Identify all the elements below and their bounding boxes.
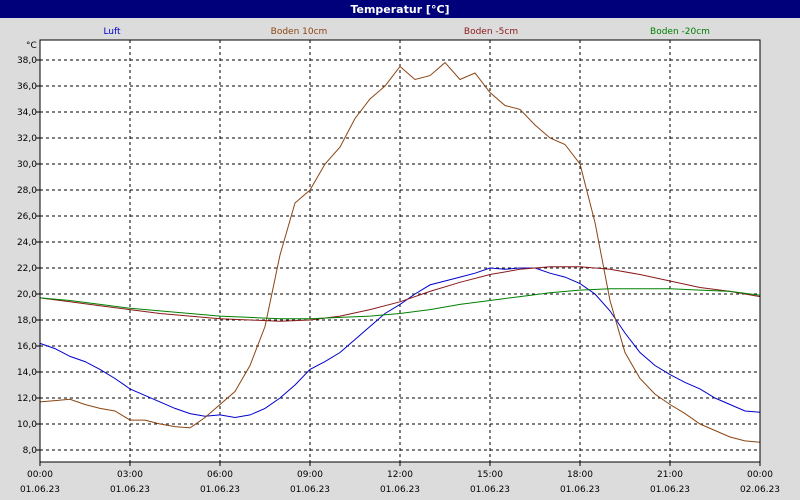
series-line-boden-10cm [39, 61, 761, 443]
y-tick-label: 20,0 [17, 290, 37, 300]
y-tick-label: 10,0 [17, 420, 37, 430]
x-tick-time-label: 00:00 [747, 470, 773, 480]
y-tick-label: 34,0 [17, 108, 37, 118]
legend-entry: Luft [103, 27, 121, 37]
window-title-bar: Temperatur [°C] [0, 0, 800, 18]
x-tick-time-label: 12:00 [387, 470, 413, 480]
x-tick-time-label: 03:00 [117, 470, 143, 480]
y-axis: 8,0 10,0 12,0 14,0 16,0 18,0 20,0 22,0 24,0 26,0 2… [17, 56, 40, 456]
x-tick-date-label: 01.06.23 [200, 485, 240, 495]
window-title: Temperatur [°C] [350, 2, 450, 16]
x-tick-time-label: 06:00 [207, 470, 233, 480]
legend: Luft Boden 10cm Boden -5cm Boden -20cm [103, 27, 710, 37]
y-tick-label: 8,0 [23, 446, 38, 456]
x-tick-time-label: 21:00 [657, 470, 683, 480]
y-tick-label: 14,0 [17, 368, 37, 378]
y-tick-label: 36,0 [17, 82, 37, 92]
y-tick-label: 22,0 [17, 264, 37, 274]
y-tick-label: 32,0 [17, 134, 37, 144]
y-axis-unit-label: °C [26, 41, 37, 51]
series-line-boden-5cm [39, 266, 761, 322]
x-tick-time-label: 09:00 [297, 470, 323, 480]
x-tick-date-label: 01.06.23 [650, 485, 690, 495]
x-tick-date-label: 01.06.23 [290, 485, 330, 495]
y-tick-label: 26,0 [17, 212, 37, 222]
x-tick-date-label: 01.06.23 [110, 485, 150, 495]
legend-entry: Boden -20cm [650, 27, 710, 37]
legend-entry: Boden 10cm [271, 27, 328, 37]
y-tick-label: 38,0 [17, 56, 37, 66]
x-tick-time-label: 00:00 [27, 470, 53, 480]
series-lines [39, 61, 761, 443]
y-tick-label: 24,0 [17, 238, 37, 248]
x-tick-date-label: 01.06.23 [560, 485, 600, 495]
x-tick-time-label: 18:00 [567, 470, 593, 480]
y-tick-label: 16,0 [17, 342, 37, 352]
grid-lines [40, 40, 760, 462]
x-tick-time-label: 15:00 [477, 470, 503, 480]
x-tick-date-label: 01.06.23 [20, 485, 60, 495]
x-axis: 00:00 01.06.23 03:00 01.06.23 06:00 01.06.23 0… [20, 462, 780, 495]
y-tick-label: 18,0 [17, 316, 37, 326]
x-tick-date-label: 02.06.23 [740, 485, 780, 495]
series-line-luft [39, 267, 761, 419]
legend-entry: Boden -5cm [464, 27, 518, 37]
y-tick-label: 30,0 [17, 160, 37, 170]
x-tick-date-label: 01.06.23 [380, 485, 420, 495]
y-tick-label: 28,0 [17, 186, 37, 196]
x-tick-date-label: 01.06.23 [470, 485, 510, 495]
y-tick-label: 12,0 [17, 394, 37, 404]
series-line-boden-20cm [39, 288, 761, 320]
